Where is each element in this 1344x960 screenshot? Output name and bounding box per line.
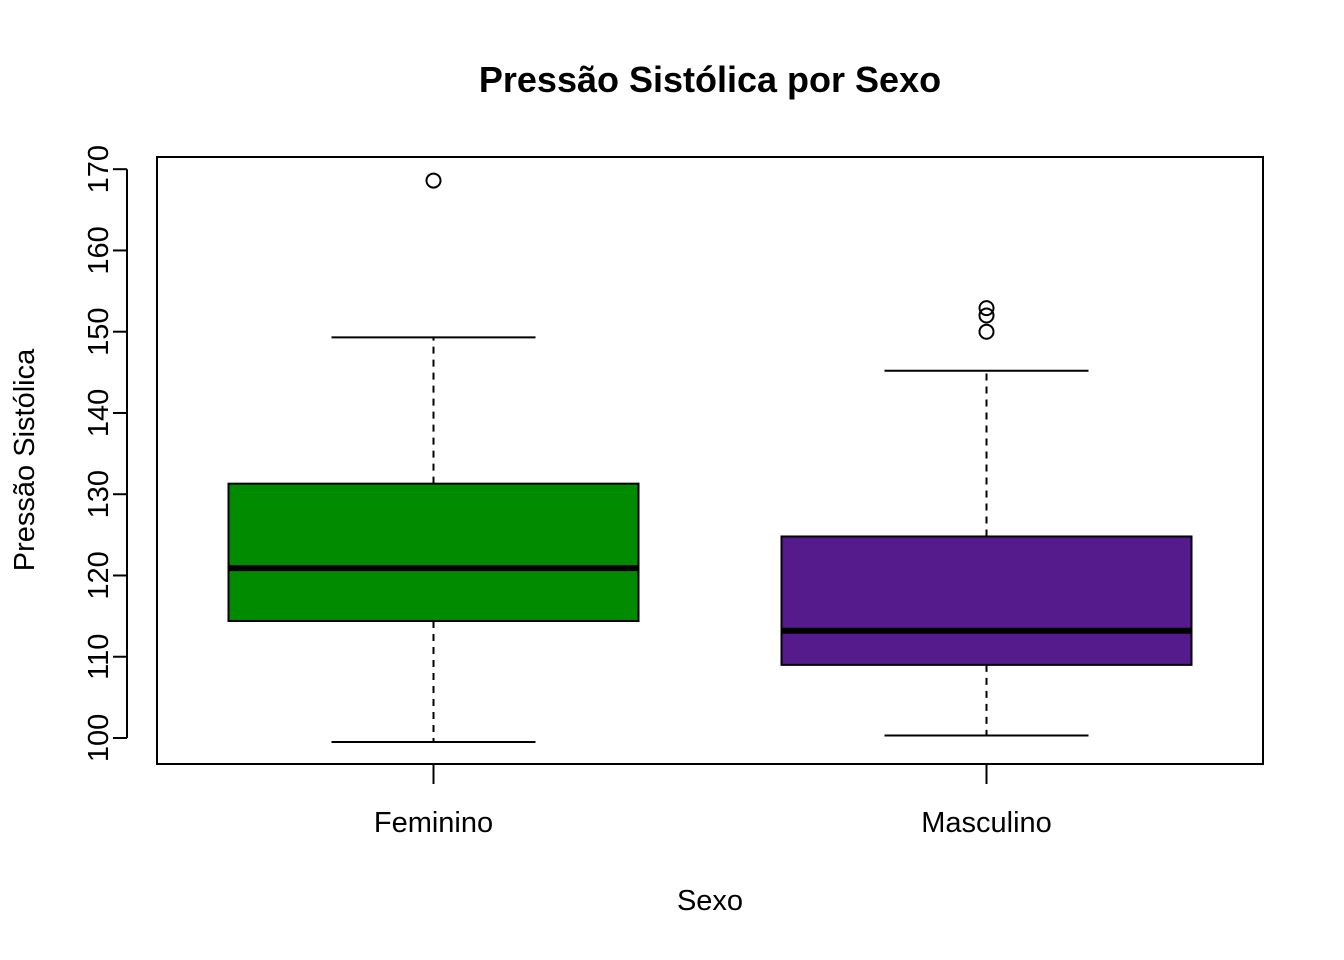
chart-title: Pressão Sistólica por Sexo [479, 59, 941, 100]
box-feminino [227, 172, 640, 744]
outlier-point [978, 307, 995, 324]
y-tick-label: 160 [83, 226, 115, 274]
x-tick-label-feminino: Feminino [374, 807, 493, 839]
outlier-point [978, 323, 995, 340]
outlier-point [978, 300, 995, 317]
boxes-group [227, 172, 1193, 744]
y-axis: 100 110 120 130 140 150 160 170 [83, 145, 128, 762]
x-axis-label: Sexo [677, 885, 743, 917]
y-tick-label: 170 [83, 145, 115, 193]
y-axis-label: Pressão Sistólica [9, 348, 41, 571]
y-tick-label: 120 [83, 551, 115, 599]
y-tick-label: 150 [83, 308, 115, 356]
y-tick-label: 110 [83, 634, 115, 680]
iqr-box [227, 482, 640, 622]
box-masculino [780, 300, 1193, 737]
y-tick-label: 140 [83, 389, 115, 437]
iqr-box [780, 535, 1193, 666]
outlier-point [425, 172, 442, 189]
y-tick-label: 130 [83, 470, 115, 518]
x-axis: Feminino Masculino [374, 764, 1052, 839]
y-tick-label: 100 [83, 714, 115, 762]
plot-frame [156, 156, 1264, 765]
x-tick-label-masculino: Masculino [921, 807, 1052, 839]
